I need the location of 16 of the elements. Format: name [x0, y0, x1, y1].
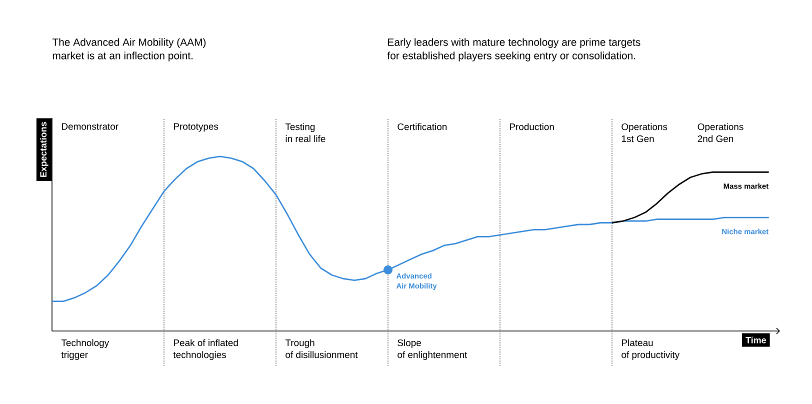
text: Plateau of productivity: [622, 339, 680, 360]
text: The Advanced Air Mobility (AAM) market is at an inflection point.: [52, 38, 206, 62]
text: Technology trigger: [61, 339, 110, 360]
text: Demonstrator: [62, 123, 118, 130]
text: Trough of disillusionment: [285, 339, 358, 358]
text: Operations 1st Gen: [622, 123, 668, 142]
text: Prototypes: [174, 123, 218, 132]
text: Operations 2nd Gen: [698, 123, 744, 142]
x-axis-title: Time: [746, 336, 766, 344]
text: Certification: [398, 123, 447, 130]
text: Testing in real life: [285, 123, 326, 142]
text: Production: [510, 123, 554, 130]
text: Early leaders with mature technology are prime targets for established players seeking entry or consolidation.: [387, 38, 640, 62]
y-axis-title: Expectations: [40, 122, 48, 177]
text: Peak of inflated technologies: [173, 339, 238, 360]
text: Slope of enlightenment: [398, 339, 468, 360]
